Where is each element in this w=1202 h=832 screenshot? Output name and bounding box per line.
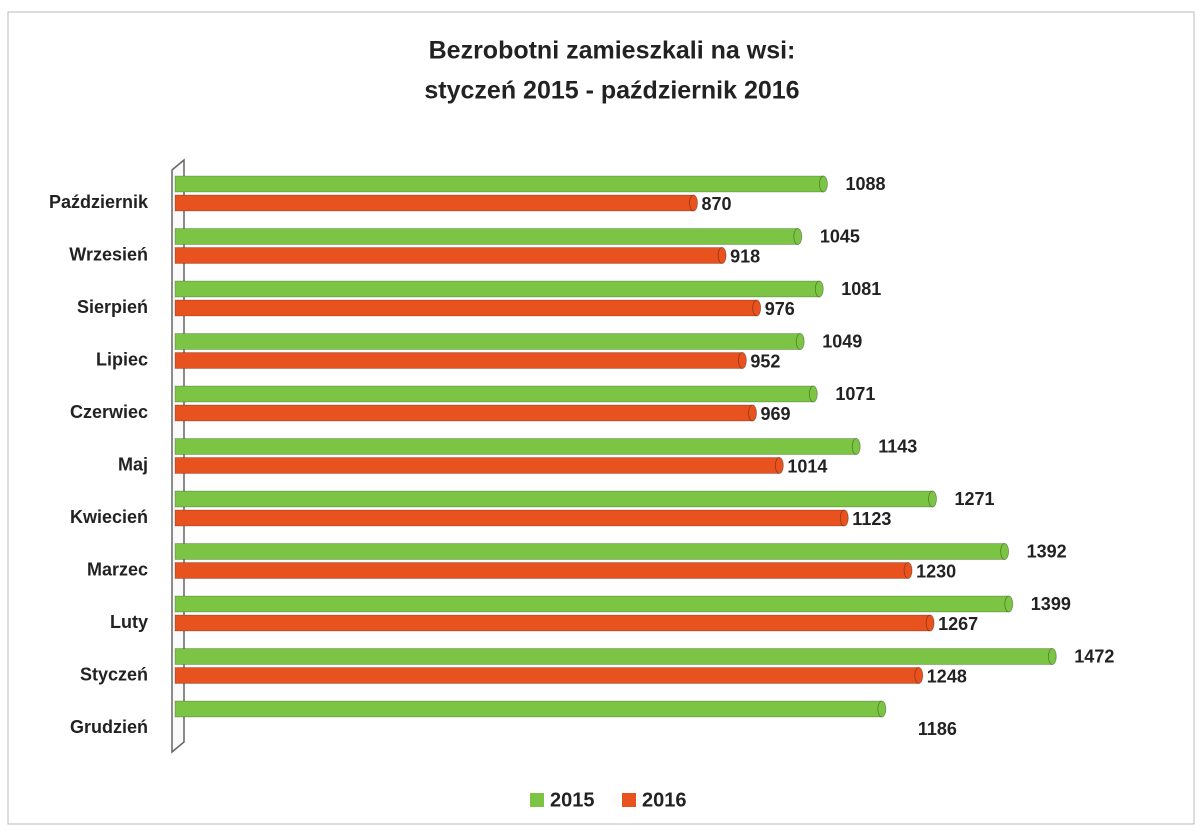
bar [174, 194, 694, 212]
data-label: 1186 [918, 719, 957, 739]
data-label: 1230 [916, 561, 956, 581]
bar-cap [1047, 648, 1057, 665]
data-label: 1088 [845, 174, 885, 194]
data-label: 1267 [938, 614, 978, 634]
y-tick-label: Sierpień [77, 297, 148, 317]
y-tick-label: Czerwiec [70, 402, 148, 422]
bar [174, 438, 857, 455]
data-label: 952 [750, 351, 780, 371]
bar [174, 299, 758, 317]
bar [174, 247, 723, 264]
y-tick-label: Marzec [87, 559, 148, 579]
bar-cap [808, 385, 818, 403]
bar [174, 667, 920, 684]
bar-cap [774, 457, 784, 474]
bar [174, 648, 1053, 665]
bar [174, 543, 1006, 560]
bar-cap [689, 194, 698, 212]
y-tick-label: Wrzesień [69, 244, 148, 264]
data-label: 1123 [852, 509, 891, 529]
data-label: 1472 [1074, 646, 1114, 666]
bar-cap [737, 352, 747, 369]
bar-cap [914, 667, 924, 684]
y-tick-label: Styczeń [80, 664, 148, 684]
legend-label: 2015 [550, 789, 595, 811]
bar-cap [819, 175, 828, 193]
y-tick-label: Luty [110, 612, 148, 632]
bar [174, 280, 820, 298]
chart-title: Bezrobotni zamieszkali na wsi: [429, 37, 796, 65]
bar [174, 614, 931, 632]
bar-cap [903, 562, 913, 579]
legend-label: 2016 [642, 789, 687, 811]
bar [174, 490, 933, 508]
data-label: 1045 [820, 226, 860, 246]
bar-cap [839, 509, 849, 527]
bar [174, 352, 743, 369]
bar-cap [925, 614, 935, 632]
bar [174, 509, 845, 527]
bar [174, 700, 883, 718]
data-label: 1271 [955, 489, 995, 509]
y-tick-label: Maj [118, 454, 148, 474]
bar-cap [748, 404, 757, 422]
legend-swatch [622, 793, 636, 807]
data-label: 1071 [835, 384, 875, 404]
bar-cap [1004, 595, 1014, 613]
data-label: 870 [702, 194, 732, 214]
bar [174, 562, 909, 579]
data-label: 976 [765, 299, 795, 319]
bar [174, 228, 799, 245]
y-tick-label: Październik [49, 192, 149, 212]
y-tick-label: Grudzień [70, 717, 148, 737]
chart-subtitle: styczeń 2015 - październik 2016 [424, 77, 799, 105]
data-label: 1081 [841, 279, 881, 299]
data-label: 1049 [822, 331, 862, 351]
y-tick-label: Kwiecień [70, 507, 148, 527]
bar-cap [717, 247, 727, 264]
bar-cap [814, 280, 824, 298]
bar-cap [877, 700, 887, 718]
legend-swatch [530, 793, 544, 807]
data-label: 1399 [1031, 594, 1071, 614]
bar [174, 333, 801, 350]
bar [174, 595, 1010, 613]
bar-cap [793, 228, 803, 245]
data-label: 918 [730, 246, 760, 266]
y-tick-label: Lipiec [96, 349, 148, 369]
bar-cap [795, 333, 805, 350]
data-label: 1392 [1027, 541, 1067, 561]
data-label: 969 [761, 404, 791, 424]
data-label: 1014 [787, 456, 827, 476]
data-label: 1143 [878, 436, 917, 456]
bar-cap [851, 438, 861, 455]
bar [174, 404, 753, 422]
bar [174, 385, 814, 403]
bar [174, 175, 824, 193]
bar-cap [928, 490, 937, 508]
bar [174, 457, 780, 474]
bar-cap [1000, 543, 1010, 560]
data-label: 1248 [927, 666, 967, 686]
bar-cap [752, 299, 762, 317]
